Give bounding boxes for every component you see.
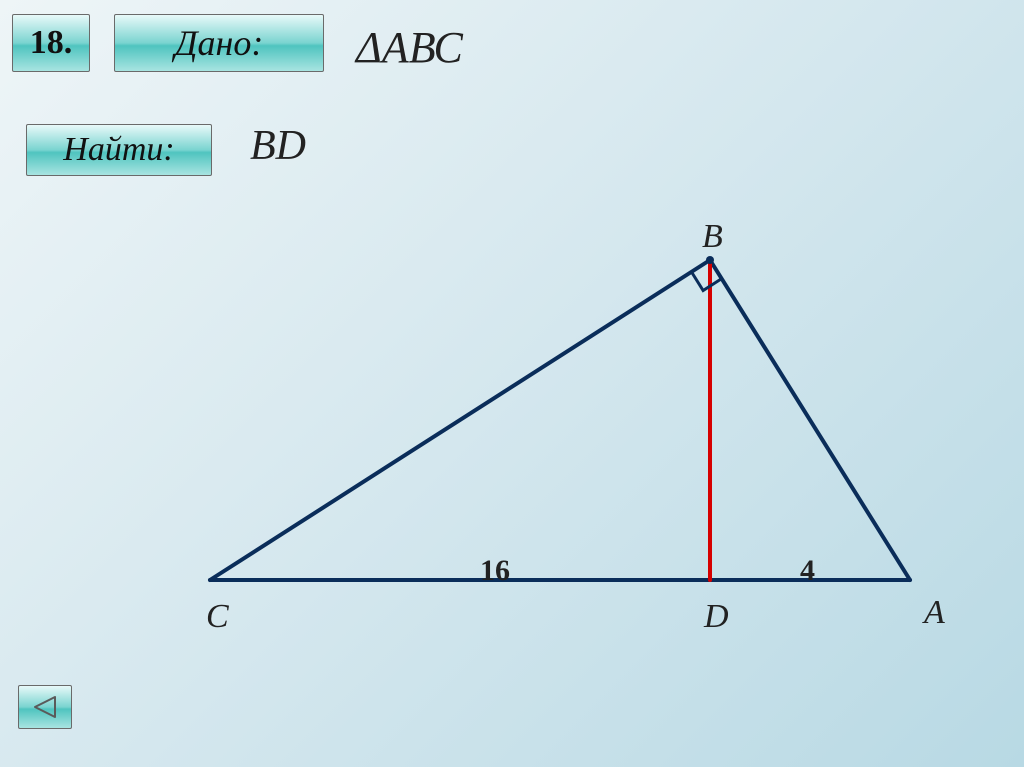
segment-label-1: 4	[800, 554, 815, 588]
vertex-label-C: C	[206, 598, 229, 636]
find-badge: Найти:	[26, 124, 212, 176]
diagram-container: CAВD164	[150, 200, 950, 630]
find-label: Найти:	[63, 131, 174, 169]
problem-number: 18.	[30, 24, 73, 62]
vertex-label-B: В	[702, 218, 723, 256]
given-text: ΔАВС	[356, 22, 463, 73]
problem-number-badge: 18.	[12, 14, 90, 72]
triangle-diagram	[150, 200, 950, 630]
given-label: Дано:	[175, 22, 264, 64]
segment-label-0: 16	[480, 554, 510, 588]
vertex-label-D: D	[704, 598, 729, 636]
back-button[interactable]	[18, 685, 72, 729]
given-badge: Дано:	[114, 14, 324, 72]
find-text: ВD	[250, 122, 306, 170]
vertex-label-A: A	[924, 594, 945, 632]
back-arrow-icon	[31, 695, 59, 719]
